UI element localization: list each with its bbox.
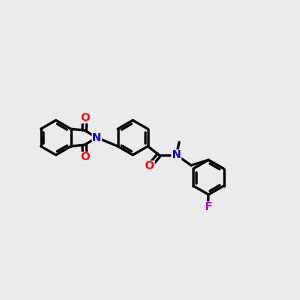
Text: N: N: [92, 133, 101, 142]
Text: F: F: [205, 202, 212, 212]
Text: O: O: [80, 152, 90, 162]
Text: O: O: [145, 161, 154, 171]
Text: N: N: [172, 150, 181, 160]
Text: O: O: [80, 113, 90, 123]
